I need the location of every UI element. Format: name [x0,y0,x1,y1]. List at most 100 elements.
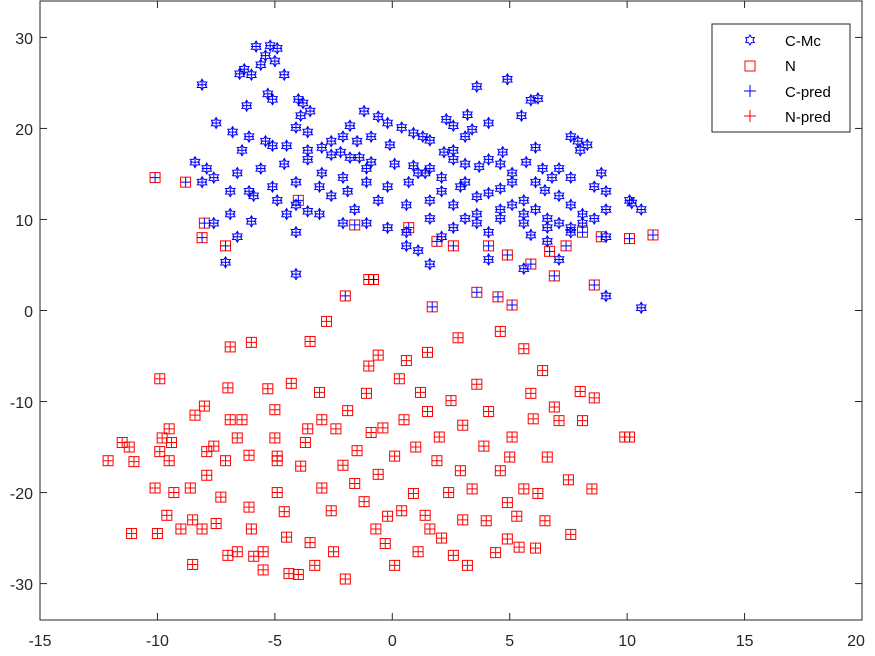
c-mc-point [360,175,373,189]
legend-hexagram-icon [744,34,756,46]
prediction-mark [326,505,337,516]
c-pred-point [389,158,400,169]
c-mc-point [459,157,471,171]
prediction-mark [154,373,165,384]
c-pred-point [424,135,435,146]
prediction-mark [575,386,586,397]
c-mc-point [349,203,361,217]
data-points [102,39,659,585]
c-pred-point [518,195,529,206]
c-mc-point [635,301,647,315]
prediction-mark [340,574,351,585]
prediction-mark [166,437,177,448]
c-pred-point [408,160,419,171]
c-pred-point [255,59,266,70]
c-pred-point [225,186,236,197]
c-mc-point [435,184,448,198]
c-mc-point [565,198,577,212]
c-mc-point [250,39,262,53]
prediction-mark [164,423,175,434]
c-pred-point [554,218,565,229]
c-pred-point [436,186,447,197]
prediction-mark [483,406,494,417]
prediction-mark [478,441,489,452]
prediction-mark [502,249,513,260]
c-mc-point [234,67,246,81]
c-mc-point [304,104,316,118]
c-mc-point [501,72,513,86]
c-mc-point [238,62,250,76]
c-pred-point [352,136,363,147]
prediction-mark [399,414,410,425]
c-mc-point [351,134,363,148]
prediction-mark [363,361,374,372]
c-pred-point [290,199,301,210]
prediction-mark [349,478,360,489]
c-mc-point [541,221,553,235]
c-mc-point [337,130,349,144]
c-pred-point [342,186,353,197]
c-mc-point [447,143,459,157]
prediction-mark [164,455,175,466]
c-mc-point [471,190,483,204]
c-mc-point [438,145,450,159]
c-pred-point [438,147,449,158]
prediction-mark [511,511,522,522]
prediction-mark [394,373,405,384]
c-mc-point [529,202,542,217]
c-pred-point [382,117,393,128]
prediction-mark [563,474,574,485]
c-mc-point [424,133,436,147]
prediction-mark [199,401,210,412]
c-pred-point [601,186,612,197]
c-mc-point [574,143,586,157]
c-pred-point [462,109,473,120]
c-pred-point [495,158,506,169]
c-mc-point [529,141,542,155]
prediction-mark [157,432,168,443]
prediction-mark [150,172,161,183]
c-mc-point [226,125,239,139]
prediction-mark [232,546,243,557]
c-mc-point [565,225,577,239]
c-pred-point [441,114,452,125]
c-mc-point [553,189,565,203]
c-pred-point [424,163,435,174]
c-mc-point [518,216,530,230]
c-mc-point [381,180,394,194]
c-pred-point [260,136,271,147]
c-mc-point [269,54,281,68]
prediction-mark [272,451,283,462]
prediction-mark [565,529,576,540]
c-mc-point [316,166,328,180]
prediction-mark [330,423,341,434]
prediction-mark [544,246,555,257]
prediction-mark [525,388,536,399]
prediction-mark [305,537,316,548]
c-mc-point [546,171,558,185]
c-mc-point [290,175,302,189]
c-mc-point [290,225,302,239]
c-pred-point [495,213,506,224]
c-mc-point [241,99,253,113]
c-mc-point [447,221,459,235]
c-pred-point [542,222,553,233]
c-mc-point [337,171,349,185]
prediction-mark [368,274,379,285]
prediction-mark [455,465,466,476]
c-mc-point [353,151,366,165]
c-pred-point [314,209,325,220]
prediction-mark [537,365,548,376]
c-pred-point [349,204,360,215]
c-mc-point [536,162,549,175]
prediction-mark [126,528,137,539]
prediction-mark [518,343,529,354]
prediction-mark [518,483,529,494]
c-pred-point [403,177,414,188]
c-pred-point [507,168,518,179]
c-pred-point [546,172,557,183]
c-pred-point [413,168,424,179]
prediction-mark [422,347,433,358]
c-mc-point [424,257,436,271]
prediction-mark [532,488,543,499]
